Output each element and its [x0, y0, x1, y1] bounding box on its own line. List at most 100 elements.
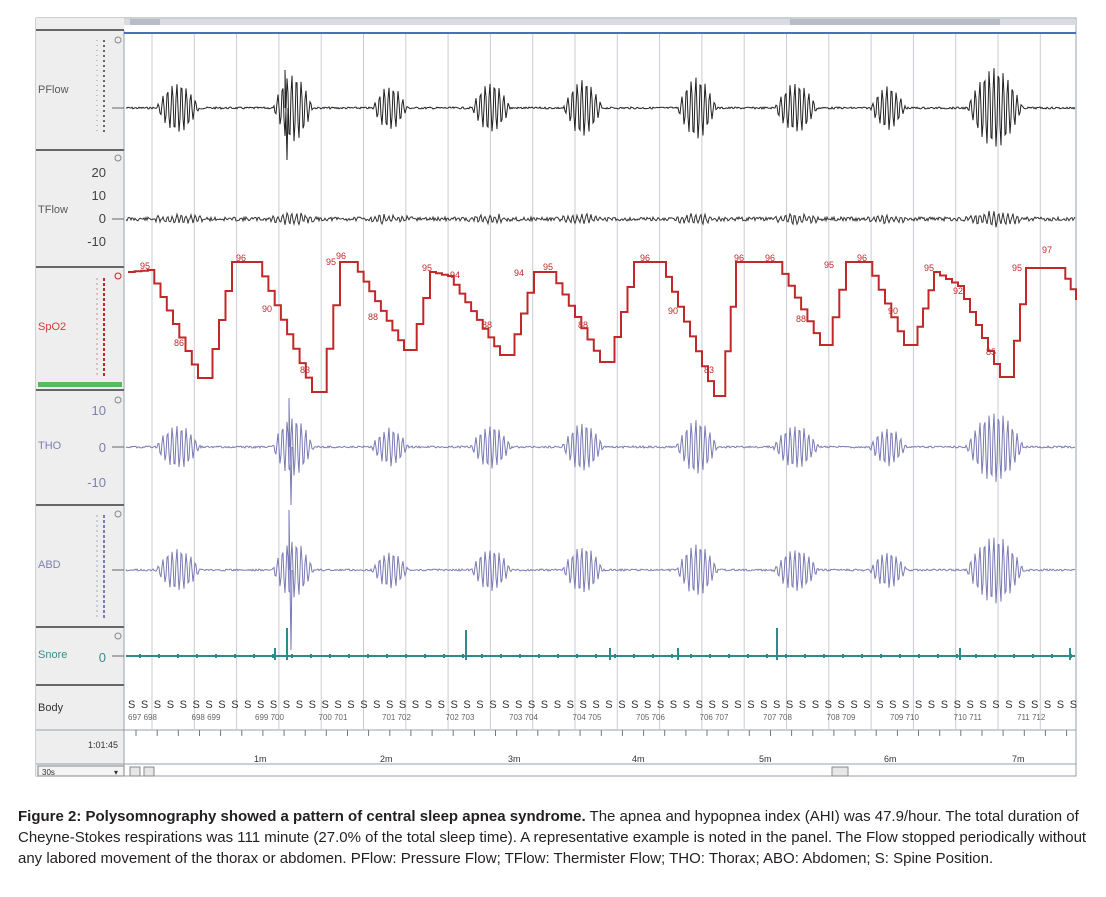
spo2-value-label: 96 — [765, 253, 775, 263]
body-position-mark: S — [193, 699, 200, 711]
channel-separators — [36, 29, 1076, 765]
epoch-select-value: 30s — [42, 768, 55, 777]
body-position-mark: S — [967, 699, 974, 711]
snore-trace — [126, 628, 1075, 660]
label-column — [36, 18, 124, 776]
body-position-mark: S — [154, 699, 161, 711]
epoch-select[interactable] — [37, 765, 125, 777]
body-position-mark: S — [786, 699, 793, 711]
bottom-toolbar: 30s ▾ — [37, 765, 849, 777]
body-position-mark: S — [567, 699, 574, 711]
epoch-number-label: 706 707 — [700, 713, 729, 722]
spo2-value-label: 97 — [1042, 245, 1052, 255]
spo2-value-label: 86 — [174, 338, 184, 348]
spo2-value-label: 95 — [1012, 263, 1022, 273]
channel-label-body: Body — [38, 702, 64, 714]
body-position-mark: S — [309, 699, 316, 711]
spo2-value-label: 85 — [986, 347, 996, 357]
body-position-mark: S — [347, 699, 354, 711]
epoch-number-label: 704 705 — [573, 713, 602, 722]
epoch-number-label: 705 706 — [636, 713, 665, 722]
body-position-mark: S — [618, 699, 625, 711]
body-position-mark: S — [322, 699, 329, 711]
channel-labels: PFlow TFlow SpO2 THO ABD Snore Body — [38, 84, 69, 714]
body-position-mark: S — [592, 699, 599, 711]
spo2-value-label: 96 — [734, 253, 744, 263]
body-position-mark: S — [360, 699, 367, 711]
epoch-number-label: 698 699 — [192, 713, 221, 722]
psg-chart: PFlow TFlow SpO2 THO ABD Snore Body 20 1… — [35, 17, 1077, 777]
body-position-mark: S — [954, 699, 961, 711]
spo2-value-label: 95 — [326, 257, 336, 267]
body-position-mark: S — [180, 699, 187, 711]
epoch-number-label: 702 703 — [446, 713, 475, 722]
body-position-mark: S — [270, 699, 277, 711]
tflow-scale-minus10: -10 — [87, 234, 106, 249]
body-position-mark: S — [721, 699, 728, 711]
spo2-value-label: 95 — [543, 262, 553, 272]
tho-scale-minus10: -10 — [87, 475, 106, 490]
next-button[interactable] — [143, 766, 155, 777]
epoch-number-label: 708 709 — [827, 713, 856, 722]
body-position-mark: S — [799, 699, 806, 711]
body-position-mark: S — [373, 699, 380, 711]
body-position-mark: S — [825, 699, 832, 711]
body-position-mark: S — [463, 699, 470, 711]
body-position-mark: S — [141, 699, 148, 711]
body-position-mark: S — [283, 699, 290, 711]
body-position-mark: S — [889, 699, 896, 711]
body-position-mark: S — [992, 699, 999, 711]
epoch-number-label: 707 708 — [763, 713, 792, 722]
body-position-mark: S — [709, 699, 716, 711]
spo2-value-label: 96 — [336, 251, 346, 261]
epoch-number-label: 697 698 — [128, 713, 157, 722]
body-position-mark: S — [773, 699, 780, 711]
channel-axis-ticks — [112, 36, 124, 657]
tflow-channel — [125, 210, 1076, 228]
body-position-mark: S — [928, 699, 935, 711]
tho-scale-0: 0 — [99, 440, 106, 455]
epoch-select-chevron-icon[interactable]: ▾ — [114, 768, 118, 777]
body-position-mark: S — [386, 699, 393, 711]
channel-label-pflow: PFlow — [38, 84, 69, 96]
body-position-mark: S — [915, 699, 922, 711]
spo2-value-label: 96 — [640, 253, 650, 263]
body-position-mark: S — [399, 699, 406, 711]
tflow-scale-0: 0 — [99, 211, 106, 226]
minute-mark-label: 3m — [508, 754, 521, 764]
body-position-mark: S — [747, 699, 754, 711]
abd-trace — [125, 509, 1076, 651]
tho-scale-10: 10 — [92, 403, 106, 418]
spo2-value-label: 88 — [796, 314, 806, 324]
spo2-value-label: 83 — [300, 365, 310, 375]
spo2-value-label: 95 — [824, 260, 834, 270]
channel-label-abd: ABD — [38, 559, 61, 571]
body-position-mark: S — [218, 699, 225, 711]
prev-button[interactable] — [129, 766, 141, 777]
body-position-mark: S — [1018, 699, 1025, 711]
zoom-control[interactable] — [831, 766, 849, 777]
body-position-mark: S — [167, 699, 174, 711]
body-position-mark: S — [902, 699, 909, 711]
body-position-mark: S — [334, 699, 341, 711]
gridlines — [151, 34, 1041, 730]
epoch-number-label: 711 712 — [1017, 713, 1046, 722]
body-position-mark: S — [644, 699, 651, 711]
chart-frame — [35, 17, 1077, 777]
minute-mark-label: 6m — [884, 754, 897, 764]
body-position-mark: S — [205, 699, 212, 711]
spo2-value-label: 92 — [953, 286, 963, 296]
body-position-mark: S — [489, 699, 496, 711]
body-position-mark: S — [425, 699, 432, 711]
spo2-value-label: 88 — [368, 312, 378, 322]
body-position-mark: S — [670, 699, 677, 711]
body-position-mark: S — [476, 699, 483, 711]
body-position-mark: S — [657, 699, 664, 711]
body-position-mark: S — [554, 699, 561, 711]
spo2-value-label: 95 — [422, 263, 432, 273]
tho-channel — [125, 397, 1076, 506]
spo2-value-label: 96 — [857, 253, 867, 263]
snore-scale-0: 0 — [99, 650, 106, 665]
caption-title: Figure 2: Polysomnography showed a patte… — [18, 808, 586, 825]
